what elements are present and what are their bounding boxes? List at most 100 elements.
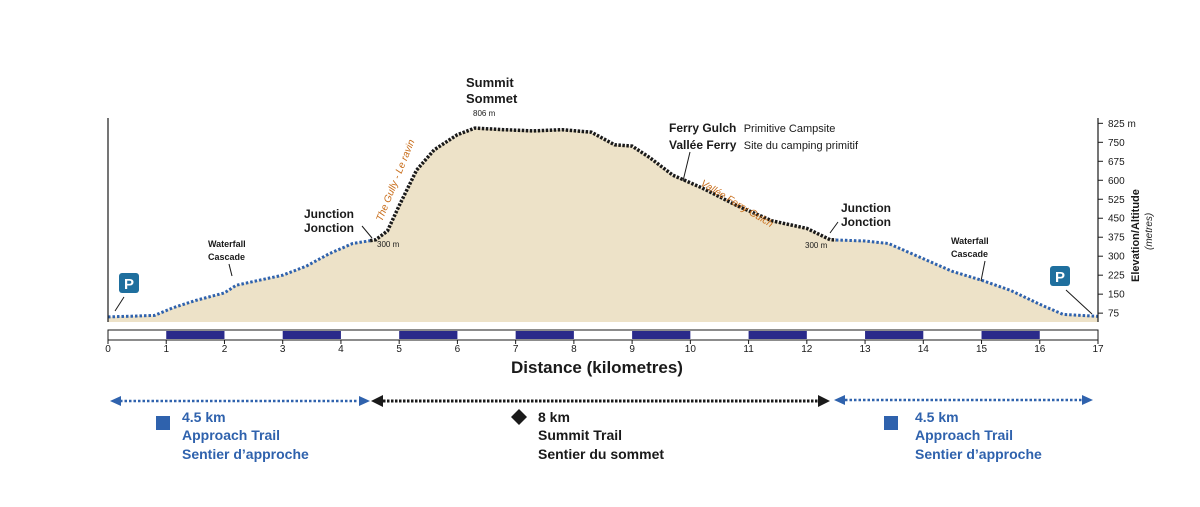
distance-bar-block [399, 331, 458, 339]
approach-arrow-left-head-start [110, 396, 121, 406]
legend-arrows [110, 395, 1093, 407]
summit-legend-distance: 8 km [538, 409, 570, 425]
y-tick-label: 525 [1108, 195, 1125, 206]
approach-arrow-right-head-end [1082, 395, 1093, 405]
x-tick-label: 8 [571, 344, 577, 355]
x-tick-label: 11 [743, 344, 754, 355]
approach-legend-right-distance: 4.5 km [915, 409, 959, 425]
legend: 4.5 km Approach Trail Sentier d’approche… [156, 409, 1042, 462]
summit-legend-marker [511, 409, 527, 425]
y-tick-label: 150 [1108, 290, 1125, 301]
left-junction-label-en: Junction [304, 207, 354, 221]
left-waterfall-pointer [228, 263, 233, 277]
approach-legend-right-marker [884, 416, 898, 430]
left-junction-elevation: 300 m [377, 240, 400, 249]
distance-bar-block [981, 331, 1040, 339]
distance-bar-block [748, 331, 807, 339]
ferry-gulch-label: Ferry Gulch Primitive Campsite [669, 121, 835, 135]
x-tick-label: 14 [918, 344, 930, 355]
x-axis-ticks: 0 1 2 3 4 5 6 7 8 9 10 11 12 13 14 15 16 17 [105, 340, 1104, 355]
y-tick-label: 225 [1108, 271, 1125, 282]
x-tick-label: 13 [859, 344, 871, 355]
ferry-gulch-pointer [682, 151, 691, 182]
x-tick-label: 16 [1034, 344, 1046, 355]
y-tick-label: 375 [1108, 233, 1125, 244]
x-tick-label: 4 [338, 344, 344, 355]
distance-bar-block [282, 331, 341, 339]
approach-arrow-left-head-end [359, 396, 370, 406]
x-tick-label: 10 [685, 344, 697, 355]
ferry-gulch-desc: Primitive Campsite [744, 123, 836, 135]
approach-arrow-right-head-start [834, 395, 845, 405]
y-tick-label: 75 [1108, 309, 1120, 320]
parking-sign-right-letter: P [1055, 269, 1065, 286]
x-tick-label: 7 [513, 344, 519, 355]
y-tick-label: 600 [1108, 176, 1125, 187]
x-axis-label: Distance (kilometres) [511, 358, 683, 377]
summit-label-fr: Sommet [466, 91, 518, 106]
right-junction-pointer [829, 221, 839, 234]
summit-elevation: 806 m [473, 109, 496, 118]
approach-legend-right-fr: Sentier d’approche [915, 446, 1042, 462]
distance-bar-block [166, 331, 225, 339]
y-tick-label: 450 [1108, 214, 1125, 225]
distance-bar [107, 329, 1099, 341]
distance-bar-block [632, 331, 691, 339]
left-waterfall-label-en: Waterfall [208, 239, 246, 249]
elevation-area [108, 128, 1098, 322]
ferry-gulch-name: Ferry Gulch [669, 121, 736, 135]
right-waterfall-label-en: Waterfall [951, 236, 989, 246]
summit-arrow-head-start [371, 395, 383, 407]
parking-sign-left-pointer [114, 296, 125, 312]
y-axis-unit: (metres) [1144, 213, 1155, 250]
summit-arrow-head-end [818, 395, 830, 407]
parking-sign-left-letter: P [124, 276, 134, 293]
y-tick-label: 825 m [1108, 119, 1136, 130]
distance-bar-block [865, 331, 924, 339]
left-waterfall-label-fr: Cascade [208, 252, 245, 262]
plot-area [107, 126, 1099, 322]
right-waterfall-label-fr: Cascade [951, 249, 988, 259]
y-tick-label: 750 [1108, 138, 1125, 149]
right-junction-label-en: Junction [841, 201, 891, 215]
distance-bar-frame [107, 329, 1099, 341]
parking-sign-right: P [1050, 266, 1093, 315]
x-tick-label: 15 [976, 344, 988, 355]
summit-legend-en: Summit Trail [538, 427, 622, 443]
left-junction-pointer [361, 225, 373, 239]
distance-bar-block [515, 331, 574, 339]
approach-legend-left-marker [156, 416, 170, 430]
right-waterfall-pointer [980, 260, 986, 282]
x-tick-label: 17 [1092, 344, 1104, 355]
y-tick-label: 675 [1108, 157, 1125, 168]
y-axis: 75 150 225 300 375 450 525 600 675 750 825 m [1097, 118, 1136, 322]
x-tick-label: 12 [801, 344, 813, 355]
vallee-ferry-label: Vallée Ferry Site du camping primitif [669, 138, 859, 152]
summit-label-en: Summit [466, 75, 514, 90]
approach-trail-line-left [107, 239, 371, 319]
right-junction-elevation: 300 m [805, 241, 828, 250]
approach-legend-right-en: Approach Trail [915, 427, 1013, 443]
y-tick-label: 300 [1108, 252, 1125, 263]
x-tick-label: 9 [629, 344, 635, 355]
x-tick-label: 0 [105, 344, 111, 355]
summit-legend-fr: Sentier du sommet [538, 446, 664, 462]
summit-trail-line [369, 126, 836, 243]
x-tick-label: 1 [163, 344, 169, 355]
y-axis-label: Elevation/Altitude [1130, 189, 1142, 282]
x-tick-label: 6 [455, 344, 461, 355]
approach-legend-left-distance: 4.5 km [182, 409, 226, 425]
approach-legend-left-fr: Sentier d’approche [182, 446, 309, 462]
vallee-ferry-name: Vallée Ferry [669, 138, 737, 152]
approach-legend-left-en: Approach Trail [182, 427, 280, 443]
left-junction-label-fr: Jonction [304, 221, 354, 235]
parking-sign-left: P [114, 273, 139, 312]
approach-trail-line-right [835, 238, 1099, 318]
vallee-ferry-desc: Site du camping primitif [744, 140, 859, 152]
parking-sign-left-bg [119, 273, 139, 293]
parking-sign-right-pointer [1065, 289, 1093, 315]
x-tick-label: 2 [222, 344, 228, 355]
x-tick-label: 3 [280, 344, 286, 355]
parking-sign-right-bg [1050, 266, 1070, 286]
